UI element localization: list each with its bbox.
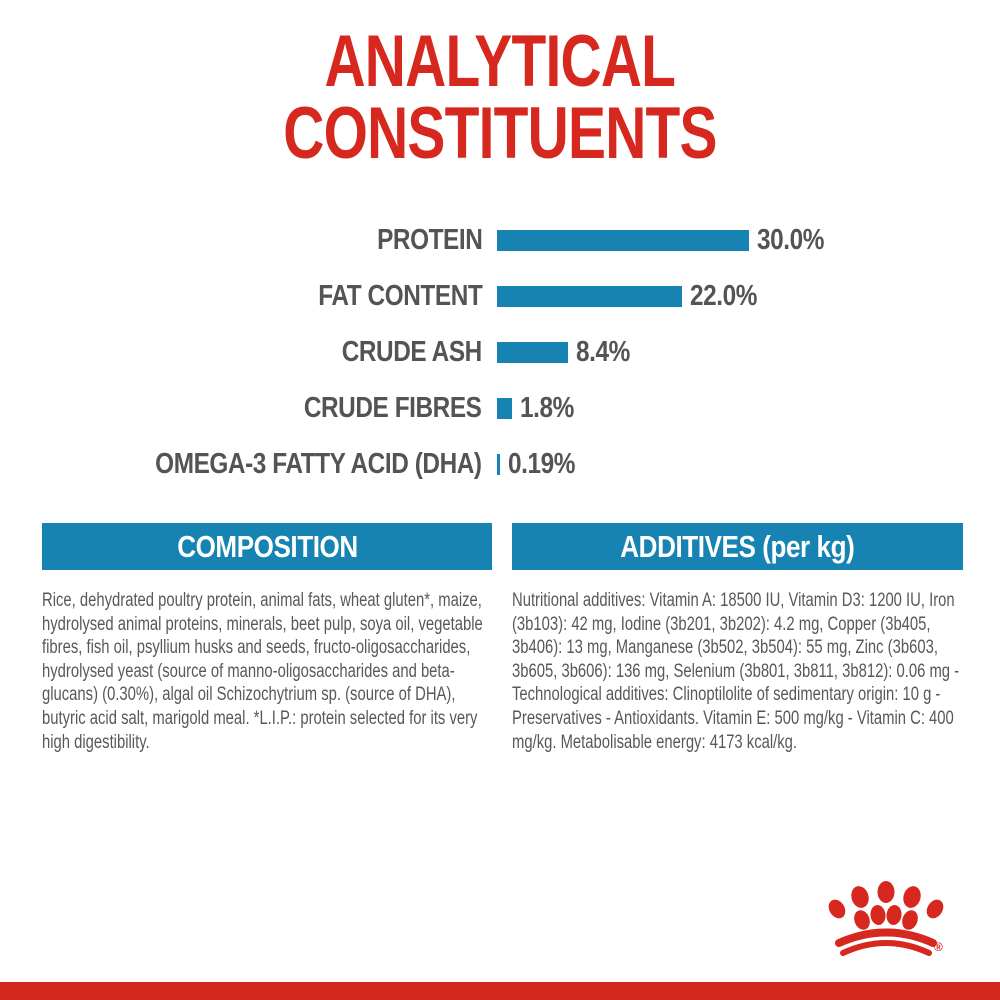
chart-row: CRUDE ASH 8.4%: [0, 324, 1000, 380]
chart-row: PROTEIN 30.0%: [0, 212, 1000, 268]
chart-bar: [497, 397, 512, 419]
chart-bar: [497, 285, 682, 307]
chart-bar: [497, 453, 500, 475]
analytical-constituents-chart: PROTEIN 30.0% FAT CONTENT 22.0% CRUDE ASH 8.4…: [0, 212, 1000, 492]
chart-value-label: 30.0%: [757, 223, 824, 256]
page-title-line-2: CONSTITUENTS: [283, 93, 717, 174]
chart-category-label: FAT CONTENT: [317, 279, 483, 312]
chart-value-label: 22.0%: [690, 279, 757, 312]
additives-section: ADDITIVES (per kg) Nutritional additives…: [512, 523, 963, 754]
chart-row: OMEGA-3 FATTY ACID (DHA) 0.19%: [0, 436, 1000, 492]
chart-value-label: 0.19%: [508, 447, 575, 480]
registered-trademark-icon: ®: [934, 940, 943, 954]
page-title: ANALYTICAL CONSTITUENTS: [0, 21, 1000, 174]
additives-header: ADDITIVES (per kg): [512, 523, 963, 570]
chart-bar: [497, 341, 568, 363]
page-title-line-1: ANALYTICAL: [324, 21, 676, 102]
composition-text: Rice, dehydrated poultry protein, animal…: [42, 590, 483, 753]
chart-value-label: 8.4%: [576, 335, 630, 368]
bottom-red-bar: [0, 982, 1000, 1000]
composition-header: COMPOSITION: [42, 523, 492, 570]
additives-header-label: ADDITIVES (per kg): [620, 528, 855, 564]
chart-category-label: OMEGA-3 FATTY ACID (DHA): [155, 447, 483, 480]
chart-bar: [497, 229, 749, 251]
chart-category-label: CRUDE ASH: [341, 335, 483, 368]
chart-category-label: PROTEIN: [376, 223, 483, 256]
chart-row: CRUDE FIBRES 1.8%: [0, 380, 1000, 436]
chart-value-label: 1.8%: [520, 391, 574, 424]
royal-canin-crown-logo: ®: [828, 878, 968, 962]
chart-category-label: CRUDE FIBRES: [304, 391, 482, 424]
additives-text: Nutritional additives: Vitamin A: 18500 …: [512, 590, 960, 753]
composition-section: COMPOSITION Rice, dehydrated poultry pro…: [42, 523, 492, 754]
crown-icon: [828, 881, 944, 956]
composition-header-label: COMPOSITION: [176, 528, 358, 564]
chart-row: FAT CONTENT 22.0%: [0, 268, 1000, 324]
